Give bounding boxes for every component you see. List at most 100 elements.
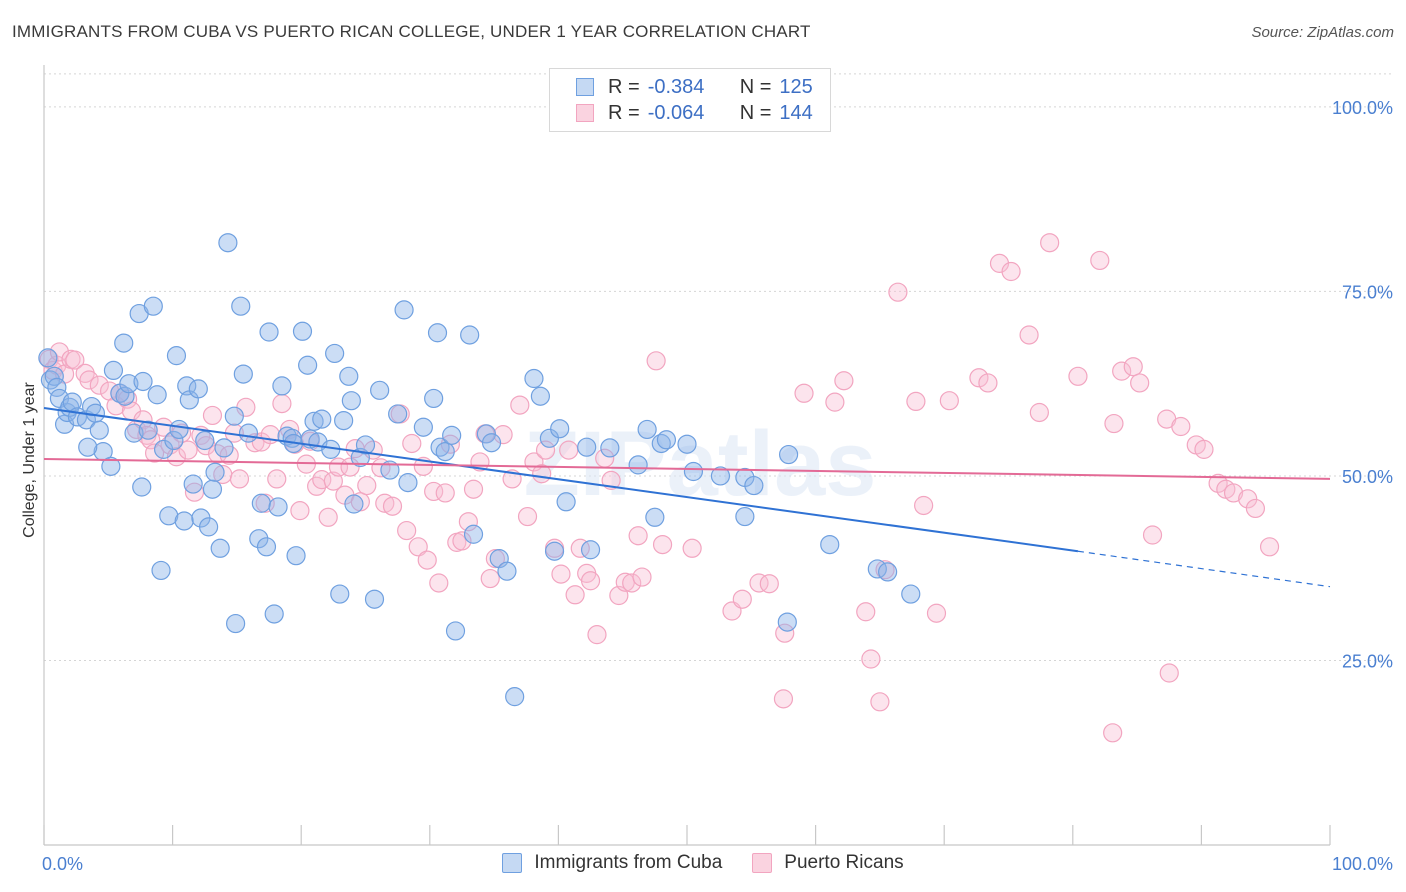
- pr-point: [79, 370, 99, 390]
- pr-point: [926, 603, 947, 623]
- cuba-point: [115, 386, 135, 406]
- pr-point: [340, 457, 360, 477]
- pr-point: [601, 470, 621, 490]
- x-tick-label: 100.0%: [1332, 854, 1393, 874]
- cuba-point: [259, 322, 279, 342]
- cuba-point: [286, 546, 306, 566]
- pr-point: [153, 417, 174, 437]
- cuba-point: [544, 541, 565, 561]
- bottom-legend-swatch-cuba: [502, 853, 523, 873]
- legend-swatch-cuba: [576, 78, 594, 96]
- pr-point: [1068, 366, 1088, 386]
- cuba-point: [637, 419, 657, 440]
- cuba-point: [264, 604, 284, 624]
- pr-point: [517, 506, 538, 527]
- pr-point: [382, 496, 403, 516]
- bottom-legend-swatch-pr: [752, 853, 773, 873]
- cuba-point: [530, 386, 550, 406]
- cuba-point: [505, 687, 525, 707]
- y-tick-label: 50.0%: [1342, 467, 1393, 487]
- cuba-point: [539, 428, 559, 448]
- legend-row-pr: R = -0.064 N = 144: [576, 100, 813, 126]
- pr-point: [570, 538, 590, 558]
- pr-point: [1223, 483, 1244, 503]
- cuba-point: [85, 403, 106, 423]
- cuba-point: [119, 374, 139, 394]
- y-tick-label: 25.0%: [1342, 651, 1393, 671]
- cuba-point: [476, 424, 496, 444]
- cuba-point: [380, 460, 400, 480]
- pr-point: [49, 342, 70, 362]
- cuba-point: [370, 380, 390, 400]
- pr-point: [375, 493, 395, 513]
- cuba-point: [231, 296, 251, 316]
- pr-point: [732, 589, 752, 609]
- axes: [43, 65, 1331, 846]
- pr-point: [773, 689, 794, 709]
- pr-point: [1029, 402, 1049, 423]
- pr-point: [296, 454, 316, 474]
- cuba-point: [138, 420, 158, 440]
- legend-n-label: N =: [739, 101, 772, 124]
- cuba-point: [355, 435, 376, 455]
- cuba-point: [556, 492, 576, 512]
- pr-point: [580, 571, 601, 591]
- bottom-legend-item-pr: Puerto Ricans: [752, 852, 904, 874]
- cuba-point: [159, 506, 179, 526]
- y-tick-label: 75.0%: [1342, 282, 1393, 302]
- cuba-point: [132, 477, 152, 497]
- pr-point: [1142, 525, 1163, 545]
- pr-point: [117, 389, 138, 409]
- pr-point: [875, 560, 895, 580]
- pr-point: [1112, 361, 1132, 381]
- cuba-point: [683, 461, 704, 482]
- pr-point: [1245, 498, 1266, 519]
- pr-point: [402, 433, 422, 454]
- cuba-point: [183, 474, 203, 494]
- cuba-point: [735, 506, 755, 527]
- pr-point: [435, 483, 455, 503]
- pr-point: [1001, 261, 1021, 282]
- cuba-point: [645, 507, 665, 527]
- cuba-point: [778, 444, 799, 465]
- pr-point: [978, 373, 998, 393]
- legend-r-label: R =: [608, 75, 640, 98]
- legend-row-cuba: R = -0.384 N = 125: [576, 74, 813, 100]
- legend-n-value: 125: [779, 75, 813, 98]
- pr-point: [1103, 723, 1123, 743]
- cuba-point: [224, 406, 244, 426]
- pr-point: [622, 573, 642, 593]
- pr-point: [397, 520, 417, 541]
- pr-point: [825, 392, 845, 412]
- cuba-point: [124, 423, 144, 443]
- cuba-point: [44, 366, 64, 386]
- pr-point: [1259, 537, 1280, 557]
- pr-point: [178, 440, 198, 460]
- cuba-point: [38, 348, 58, 368]
- cuba-point: [143, 296, 163, 316]
- cuba-point: [298, 355, 318, 375]
- cuba-point: [133, 371, 153, 392]
- pr-point: [1130, 373, 1150, 393]
- y-axis-label: College, Under 1 year: [21, 382, 38, 538]
- cuba-point: [744, 475, 764, 496]
- cuba-point: [424, 388, 444, 409]
- cuba-point: [427, 323, 448, 343]
- legend: R = -0.384 N = 125 R = -0.064 N = 144: [549, 68, 831, 132]
- pr-point: [1208, 473, 1228, 493]
- cuba-point: [710, 466, 731, 486]
- y-tick-label: 100.0%: [1332, 98, 1393, 118]
- pr-point: [1159, 663, 1179, 683]
- pr-point: [888, 282, 908, 302]
- chart-title: IMMIGRANTS FROM CUBA VS PUERTO RICAN COL…: [12, 22, 811, 41]
- trend-line-pr: [43, 457, 1331, 480]
- cuba-point: [388, 404, 408, 424]
- cuba-point: [268, 497, 288, 517]
- pr-point: [628, 526, 648, 546]
- cuba-point: [656, 430, 677, 450]
- cuba-point: [550, 419, 570, 439]
- pr-point: [463, 479, 484, 499]
- cuba-point: [226, 613, 246, 634]
- cuba-point: [164, 430, 184, 451]
